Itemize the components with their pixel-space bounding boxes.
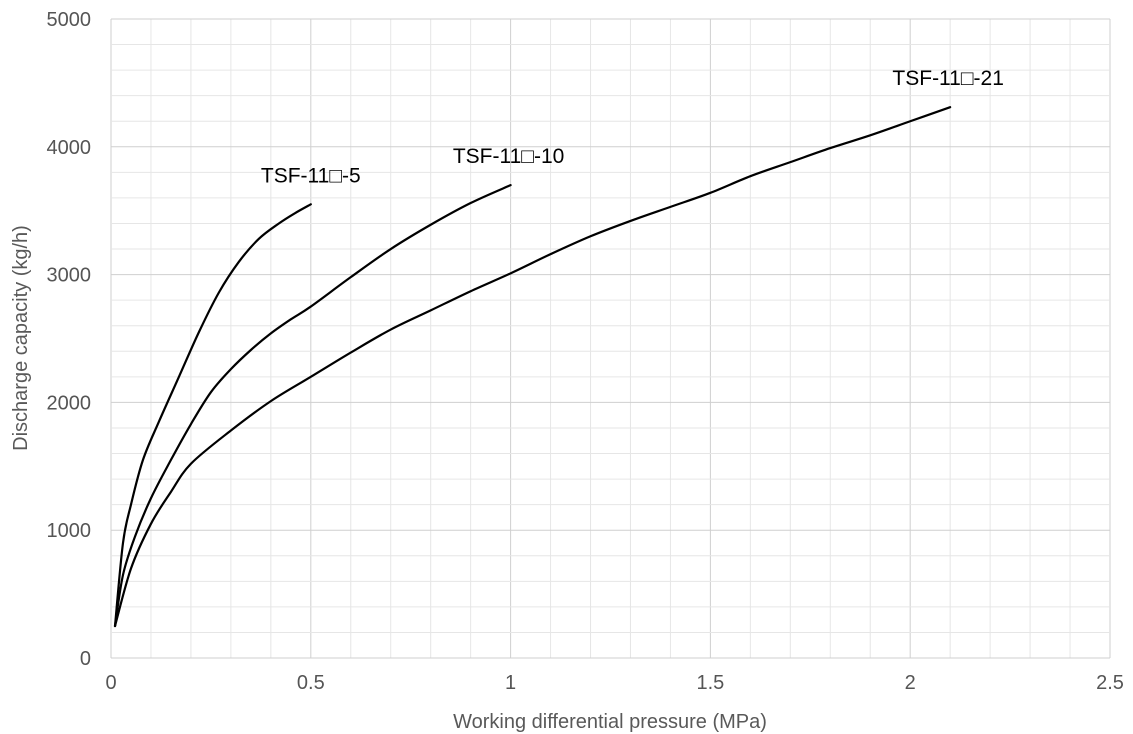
series-line-2 bbox=[113, 184, 512, 628]
x-axis-title: Working differential pressure (MPa) bbox=[453, 711, 767, 733]
series-labels: TSF-11□-5 TSF-11□-10 TSF-11□-21 bbox=[261, 67, 1004, 187]
x-tick-label: 1 bbox=[505, 672, 516, 694]
x-tick-label: 0.5 bbox=[297, 672, 325, 694]
series-label-1: TSF-11□-5 bbox=[261, 164, 361, 187]
series-label-2: TSF-11□-10 bbox=[453, 145, 565, 168]
x-tick-label: 1.5 bbox=[696, 672, 724, 694]
x-tick-label: 2 bbox=[905, 672, 916, 694]
x-tick-label: 2.5 bbox=[1096, 672, 1124, 694]
y-tick-label: 4000 bbox=[47, 137, 92, 159]
series-label-3: TSF-11□-21 bbox=[892, 67, 1004, 90]
tick-labels: 0 0.5 1 1.5 2 2.5 0 1000 2000 3000 4000 5000 bbox=[47, 9, 1124, 694]
y-tick-label: 1000 bbox=[47, 520, 92, 542]
y-tick-label: 2000 bbox=[47, 392, 92, 414]
y-tick-label: 5000 bbox=[47, 9, 92, 31]
y-tick-label: 0 bbox=[80, 648, 91, 670]
series-line-1 bbox=[113, 203, 312, 628]
y-tick-label: 3000 bbox=[47, 265, 92, 287]
grid bbox=[110, 18, 1111, 659]
y-axis-title: Discharge capacity (kg/h) bbox=[10, 225, 32, 451]
series-lines bbox=[113, 106, 952, 628]
x-tick-label: 0 bbox=[105, 672, 116, 694]
series-line-3 bbox=[113, 106, 952, 628]
